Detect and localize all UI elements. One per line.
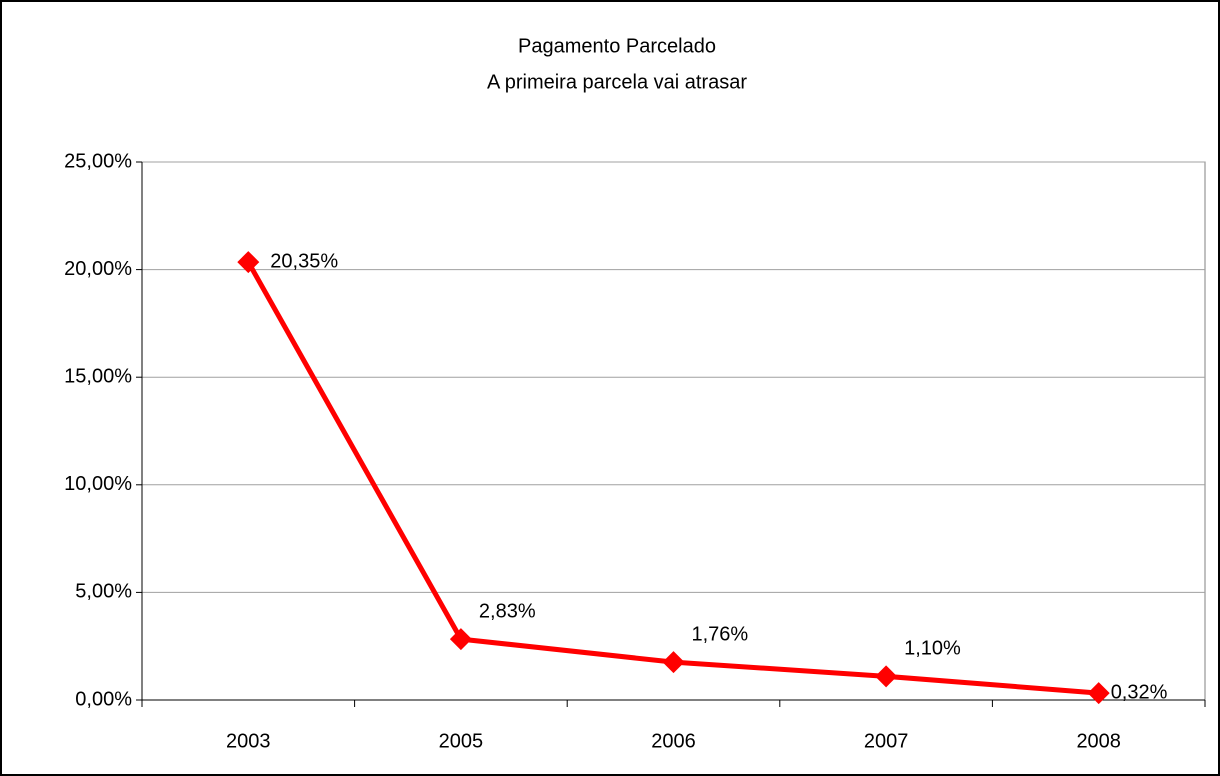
y-tick-label: 5,00% [75,581,132,603]
data-label: 2,83% [479,600,536,622]
data-label: 20,35% [270,250,338,272]
marker [662,651,685,674]
chart-title: Pagamento Parcelado [518,35,716,57]
data-label: 1,76% [692,623,749,645]
marker [875,665,898,688]
x-tick-label: 2008 [1076,730,1121,752]
x-tick-label: 2007 [864,730,909,752]
marker [449,628,472,651]
marker [237,251,260,274]
y-tick-label: 15,00% [64,365,132,387]
y-tick-label: 20,00% [64,258,132,280]
marker [1087,682,1110,705]
y-tick-label: 25,00% [64,150,132,172]
data-label: 0,32% [1111,681,1168,703]
x-tick-label: 2003 [226,730,271,752]
x-tick-label: 2006 [651,730,696,752]
x-tick-label: 2005 [439,730,484,752]
chart-subtitle: A primeira parcela vai atrasar [487,71,747,93]
y-tick-label: 0,00% [75,688,132,710]
y-tick-label: 10,00% [64,473,132,495]
plot-area [141,161,1206,701]
data-label: 1,10% [904,638,961,660]
